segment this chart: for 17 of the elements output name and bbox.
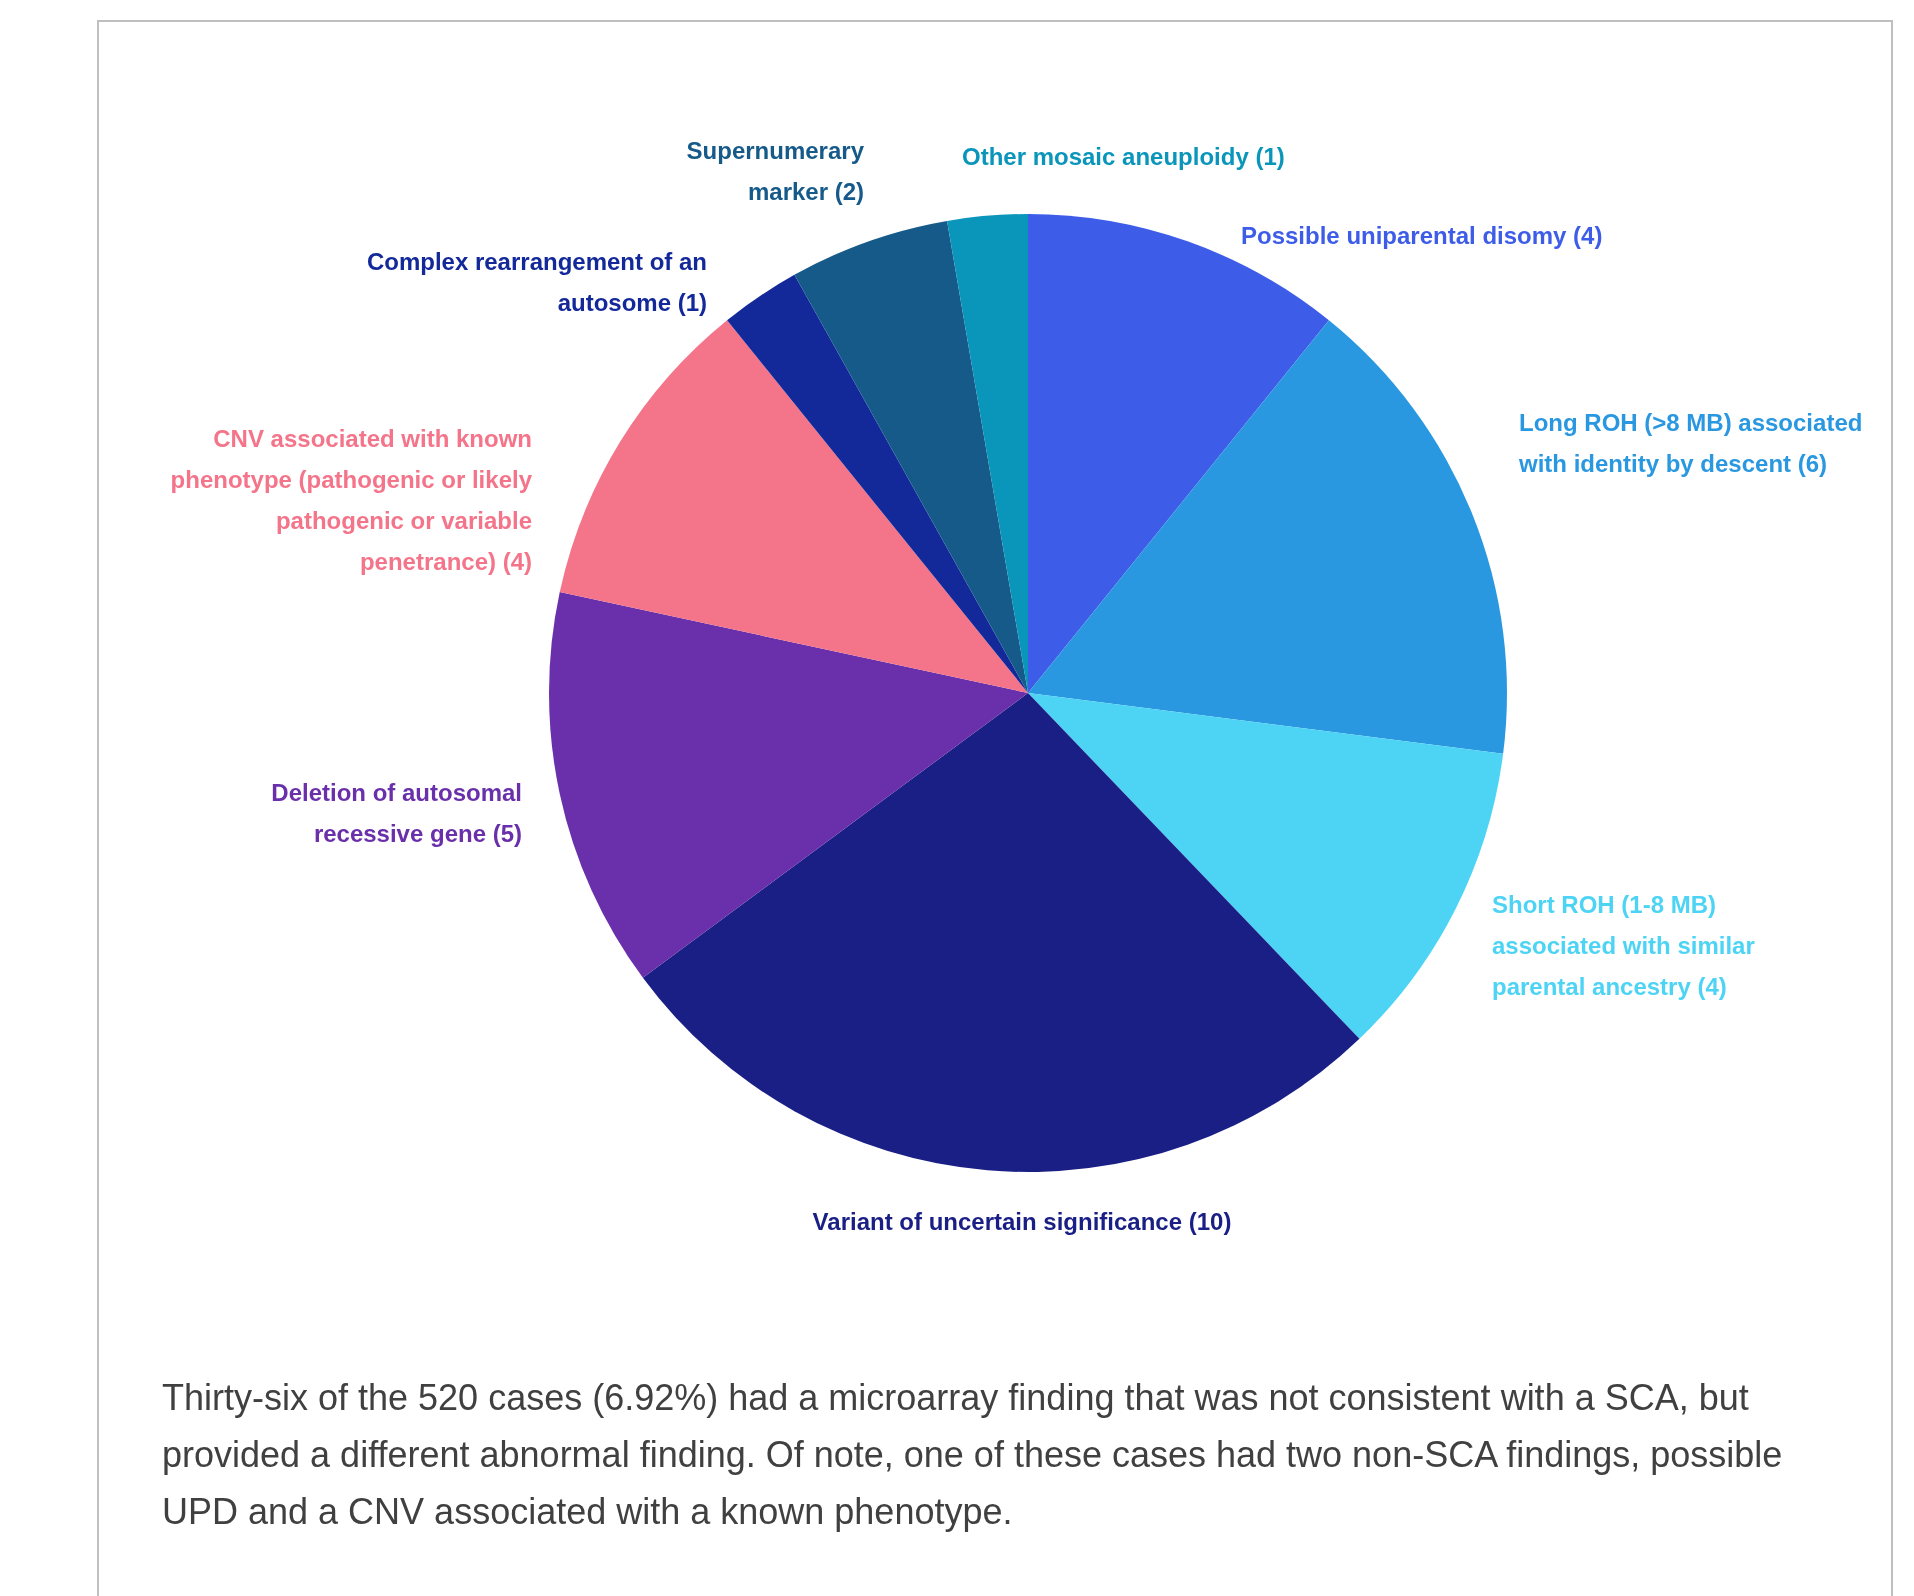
pie-slice	[794, 220, 1028, 693]
slice-label: Long ROH (>8 MB) associated with identity by descent (6)	[1518, 409, 1863, 477]
pie-slice	[642, 693, 1360, 1172]
slice-label: Possible uniparental disomy (4)	[1241, 222, 1603, 249]
slice-label: Complex rearrangement of an autosome (1)	[366, 248, 707, 316]
text: Thirty-six of the 520 cases (6.92%) had a microarray finding that was not consistent with a SCA, but provided a different abnormal finding. Of note, one of these cases had two non-SCA findings, possible UPD and a CNV associated with a known phenotype.	[162, 1377, 1783, 1532]
slice-label: CNV associated with known phenotype (pathogenic or likely pathogenic or variable penetrance) (4)	[170, 425, 533, 575]
slice-label: Variant of uncertain significance (10)	[812, 1208, 1232, 1235]
slice-label: Deletion of autosomal recessive gene (5)	[271, 779, 522, 847]
pie-slice	[1028, 320, 1507, 754]
slice-label: Short ROH (1-8 MB) associated with similar parental ancestry (4)	[1492, 891, 1755, 1000]
slice-label: Other mosaic aneuploidy (1)	[962, 143, 1285, 170]
pie-slice	[549, 592, 1028, 978]
slice-label: Supernumerary marker (2)	[686, 137, 865, 205]
pie-slice	[727, 274, 1028, 693]
pie-slice	[559, 320, 1028, 693]
pie-slice	[947, 214, 1028, 693]
